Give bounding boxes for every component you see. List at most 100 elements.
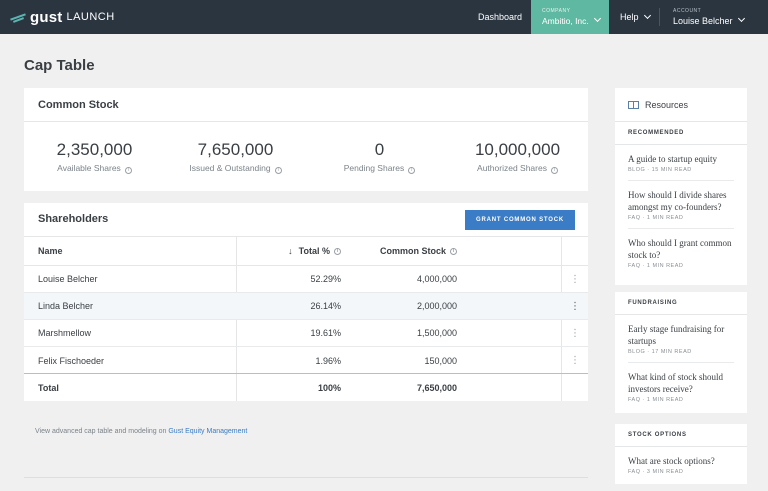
article-meta: FAQ · 1 MIN READ (628, 263, 684, 269)
article-title: Early stage fundraising for startups (628, 324, 725, 346)
kebab-menu-icon[interactable]: ⋮ (570, 355, 580, 366)
resource-article[interactable]: What kind of stock should investors rece… (615, 363, 747, 410)
table-row[interactable]: Felix Fischoeder 1.96% 150,000 ⋮ (24, 347, 588, 374)
column-header-total-pct[interactable]: ↓ Total % i (238, 237, 341, 265)
common-stock-title: Common Stock (24, 88, 588, 122)
logo-product: LAUNCH (66, 11, 115, 23)
company-switcher[interactable]: COMPANY Ambitio, Inc. (531, 0, 609, 34)
table-row[interactable]: Linda Belcher 26.14% 2,000,000 ⋮ (24, 293, 588, 320)
shareholder-pct: 19.61% (310, 328, 341, 338)
info-circle-icon[interactable]: i (550, 167, 558, 174)
gust-launch-logo[interactable]: gust LAUNCH (10, 8, 115, 26)
article-meta: FAQ · 1 MIN READ (628, 397, 684, 403)
shareholder-pct: 1.96% (315, 355, 341, 366)
fundraising-card: FUNDRAISING Early stage fundraising for … (615, 292, 747, 413)
stat-value: 2,350,000 (56, 140, 133, 159)
shareholders-title: Shareholders (38, 213, 109, 225)
article-title: What are stock options? (628, 456, 715, 466)
table-row[interactable]: Louise Belcher 52.29% 4,000,000 ⋮ (24, 266, 588, 293)
account-label: ACCOUNT (673, 8, 702, 14)
article-title: What kind of stock should investors rece… (628, 372, 723, 394)
kebab-menu-icon[interactable]: ⋮ (570, 300, 580, 312)
shareholder-shares: 4,000,000 (416, 274, 457, 284)
column-header-label: Common Stock (379, 246, 446, 256)
article-meta: FAQ · 1 MIN READ (628, 215, 734, 229)
resource-article[interactable]: What are stock options? FAQ · 3 MIN READ (615, 447, 747, 482)
gust-logo-icon (10, 11, 26, 23)
stat-pending-shares: 0 Pending Shares i (309, 122, 450, 174)
shareholder-pct: 26.14% (310, 301, 341, 311)
stat-value: 10,000,000 (474, 140, 561, 159)
info-circle-icon[interactable]: i (334, 247, 341, 255)
common-stock-card: Common Stock 2,350,000 Available Shares i… (24, 88, 588, 191)
nav-help[interactable]: Help (620, 0, 651, 34)
resource-article[interactable]: A guide to startup equity BLOG · 15 MIN … (615, 145, 747, 181)
stat-authorized-shares: 10,000,000 Authorized Shares i (447, 122, 588, 174)
divider (24, 477, 588, 478)
shareholders-card: Shareholders GRANT COMMON STOCK Name ↓ To… (24, 203, 588, 401)
page-title: Cap Table (24, 57, 95, 74)
company-name: Ambitio, Inc. (542, 16, 589, 26)
shareholder-shares: 1,500,000 (416, 328, 457, 338)
column-header-name[interactable]: Name (38, 246, 63, 256)
kebab-menu-icon[interactable]: ⋮ (570, 273, 580, 285)
stat-value: 0 (374, 140, 385, 159)
nav-dashboard-label: Dashboard (478, 12, 523, 22)
section-label-stock-options: STOCK OPTIONS (615, 424, 747, 447)
stock-stats: 2,350,000 Available Shares i 7,650,000 Is… (24, 122, 588, 191)
chevron-down-icon (593, 14, 601, 23)
stat-label: Issued & Outstanding (189, 163, 271, 173)
stat-issued-outstanding: 7,650,000 Issued & Outstanding i (165, 122, 306, 174)
shareholder-name: Linda Belcher (38, 301, 94, 311)
advanced-cap-table-note: View advanced cap table and modeling on … (35, 428, 247, 435)
article-meta: FAQ · 3 MIN READ (628, 469, 684, 475)
column-header-common-stock[interactable]: Common Stock i (341, 237, 457, 265)
info-circle-icon[interactable]: i (408, 167, 416, 174)
stat-value: 7,650,000 (197, 140, 274, 159)
resource-article[interactable]: Who should I grant common stock to? FAQ … (615, 229, 747, 276)
shareholder-pct: 52.29% (310, 274, 341, 284)
table-header-row: Name ↓ Total % i Common Stock i (24, 237, 588, 266)
shareholder-shares: 2,000,000 (416, 301, 457, 311)
nav-dashboard[interactable]: Dashboard (478, 0, 522, 34)
resource-article[interactable]: Early stage fundraising for startups BLO… (615, 315, 747, 363)
total-pct: 100% (317, 382, 341, 393)
stat-label: Available Shares (57, 163, 121, 173)
logo-text: gust (30, 8, 63, 26)
nav-divider (659, 8, 660, 26)
section-label-recommended: RECOMMENDED (615, 122, 747, 145)
kebab-menu-icon[interactable]: ⋮ (570, 327, 580, 339)
table-row[interactable]: Marshmellow 19.61% 1,500,000 ⋮ (24, 320, 588, 347)
info-circle-icon[interactable]: i (274, 167, 282, 174)
stat-label: Authorized Shares (477, 163, 547, 173)
article-title: A guide to startup equity (628, 154, 717, 164)
total-label: Total (38, 382, 59, 393)
article-meta: BLOG · 15 MIN READ (628, 167, 734, 181)
article-title: Who should I grant common stock to? (628, 238, 732, 260)
resource-article[interactable]: How should I divide shares amongst my co… (615, 181, 747, 229)
resources-header: Resources (615, 88, 747, 122)
gust-equity-management-link[interactable]: Gust Equity Management (168, 428, 248, 435)
article-title: How should I divide shares amongst my co… (628, 190, 727, 212)
column-header-label: Total % (298, 246, 330, 256)
company-label: COMPANY (542, 8, 571, 14)
info-circle-icon[interactable]: i (124, 167, 132, 174)
grant-common-stock-button[interactable]: GRANT COMMON STOCK (465, 210, 575, 230)
shareholder-name: Felix Fischoeder (38, 355, 105, 366)
shareholder-name: Marshmellow (38, 328, 92, 338)
article-meta: BLOG · 17 MIN READ (628, 349, 734, 363)
account-menu[interactable]: ACCOUNT Louise Belcher (673, 0, 745, 34)
section-label-fundraising: FUNDRAISING (615, 292, 747, 315)
resources-card: Resources RECOMMENDED A guide to startup… (615, 88, 747, 285)
total-shares: 7,650,000 (416, 382, 457, 393)
top-navbar: gust LAUNCH Dashboard COMPANY Ambitio, I… (0, 0, 768, 34)
shareholder-name: Louise Belcher (38, 274, 98, 284)
shareholders-header: Shareholders GRANT COMMON STOCK (24, 203, 588, 237)
arrow-down-icon: ↓ (288, 246, 293, 256)
resources-title: Resources (645, 99, 689, 110)
chevron-down-icon (643, 11, 651, 20)
stock-options-card: STOCK OPTIONS What are stock options? FA… (615, 424, 747, 484)
info-circle-icon[interactable]: i (450, 247, 457, 255)
account-name: Louise Belcher (673, 16, 733, 26)
book-icon (628, 100, 639, 109)
